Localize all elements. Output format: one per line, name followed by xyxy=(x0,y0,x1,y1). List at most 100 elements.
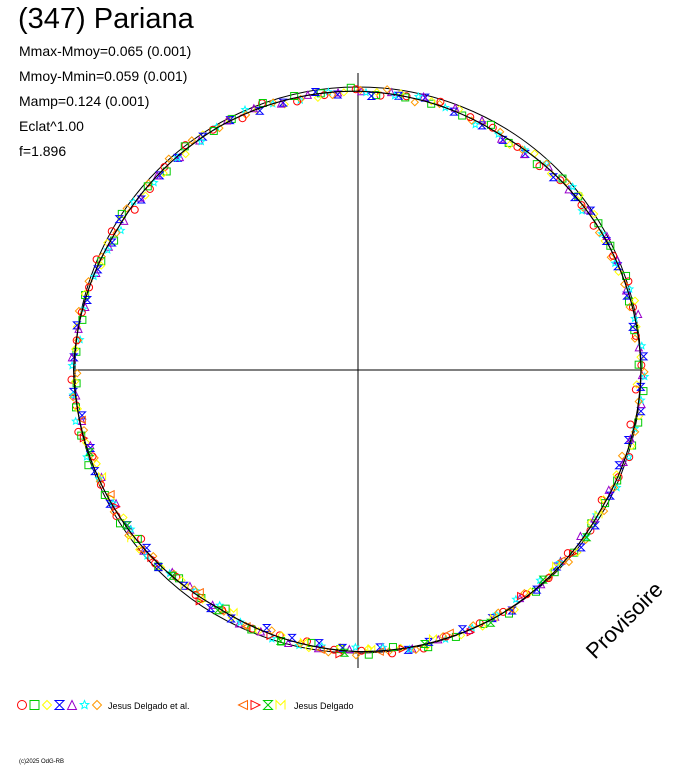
data-point xyxy=(606,253,615,262)
data-point xyxy=(290,92,299,101)
data-point xyxy=(631,331,640,340)
data-point xyxy=(90,453,99,463)
data-point xyxy=(614,461,624,470)
data-point xyxy=(576,543,586,552)
stat-mamp: Mamp=0.124 (0.001) xyxy=(19,93,150,109)
data-point xyxy=(98,471,107,480)
data-point xyxy=(213,606,223,615)
data-point xyxy=(299,637,308,646)
data-point xyxy=(578,203,588,212)
data-point xyxy=(410,98,419,107)
data-point xyxy=(78,315,87,324)
data-point xyxy=(599,506,609,516)
legend-marker xyxy=(237,699,248,711)
data-point xyxy=(181,141,190,150)
data-point xyxy=(130,205,139,214)
data-point xyxy=(339,648,350,657)
data-point xyxy=(536,579,546,589)
legend-marker xyxy=(29,700,40,710)
data-point xyxy=(640,371,650,381)
data-point xyxy=(103,245,113,254)
data-point xyxy=(143,182,152,191)
data-point xyxy=(187,136,196,145)
data-point xyxy=(445,628,454,638)
stat-f: f=1.896 xyxy=(19,143,67,159)
data-point xyxy=(552,561,561,570)
data-point xyxy=(310,88,321,97)
data-point xyxy=(145,184,154,193)
data-point xyxy=(287,633,297,642)
legend-label-delgado-et-al: Jesus Delgado et al. xyxy=(108,701,190,711)
data-point xyxy=(496,134,506,143)
data-point xyxy=(126,524,136,534)
data-point xyxy=(208,600,217,609)
data-point xyxy=(585,206,596,215)
data-point xyxy=(604,485,614,494)
data-point xyxy=(602,231,612,240)
data-point xyxy=(70,377,80,386)
data-point xyxy=(283,638,293,648)
data-point xyxy=(620,280,629,289)
data-point xyxy=(313,93,323,103)
data-point xyxy=(640,367,649,377)
data-point xyxy=(97,252,106,261)
data-point xyxy=(106,489,115,499)
data-point xyxy=(436,97,445,106)
legend-marker xyxy=(41,699,53,711)
data-point xyxy=(612,482,622,492)
data-point xyxy=(427,97,436,106)
data-point xyxy=(428,633,437,643)
legend-marker xyxy=(78,699,91,710)
data-point xyxy=(122,521,132,530)
data-point xyxy=(275,631,284,640)
data-point xyxy=(351,651,361,660)
fit-curve xyxy=(72,90,642,653)
chart-title: (347) Pariana xyxy=(18,3,194,35)
data-point xyxy=(278,98,288,107)
data-point xyxy=(235,617,245,627)
data-point xyxy=(135,545,144,554)
data-point xyxy=(73,369,82,378)
data-point xyxy=(222,115,232,125)
data-point xyxy=(149,551,158,561)
data-point xyxy=(597,229,607,238)
data-point xyxy=(117,209,126,218)
data-point xyxy=(77,411,87,420)
data-point xyxy=(507,606,517,615)
legend-label-delgado: Jesus Delgado xyxy=(294,701,354,711)
data-point xyxy=(107,238,117,247)
data-point xyxy=(195,596,205,606)
legend-marker xyxy=(250,699,262,711)
data-point xyxy=(67,352,77,362)
data-point xyxy=(95,477,105,486)
data-point xyxy=(562,177,571,187)
data-point xyxy=(581,533,592,542)
data-point xyxy=(619,457,628,466)
copyright: (c)2025 OdG-RB xyxy=(19,759,65,765)
data-point xyxy=(419,91,428,101)
data-point xyxy=(630,296,640,305)
data-point xyxy=(124,531,133,540)
data-point xyxy=(242,621,251,631)
data-point xyxy=(249,103,259,113)
data-point xyxy=(526,587,535,596)
data-point xyxy=(491,609,502,619)
data-point xyxy=(112,228,121,238)
data-point xyxy=(180,582,189,591)
data-point xyxy=(85,283,94,292)
data-point xyxy=(634,360,643,369)
data-point xyxy=(388,643,397,652)
data-point xyxy=(568,182,578,191)
legend-group-delgado xyxy=(237,699,286,711)
legend-marker xyxy=(66,699,78,710)
data-point xyxy=(304,643,314,653)
data-point xyxy=(626,420,635,429)
data-point xyxy=(328,90,337,100)
data-point xyxy=(532,585,542,594)
data-point xyxy=(609,483,619,492)
data-point xyxy=(84,277,93,286)
data-point xyxy=(141,191,150,200)
data-point xyxy=(449,107,459,116)
